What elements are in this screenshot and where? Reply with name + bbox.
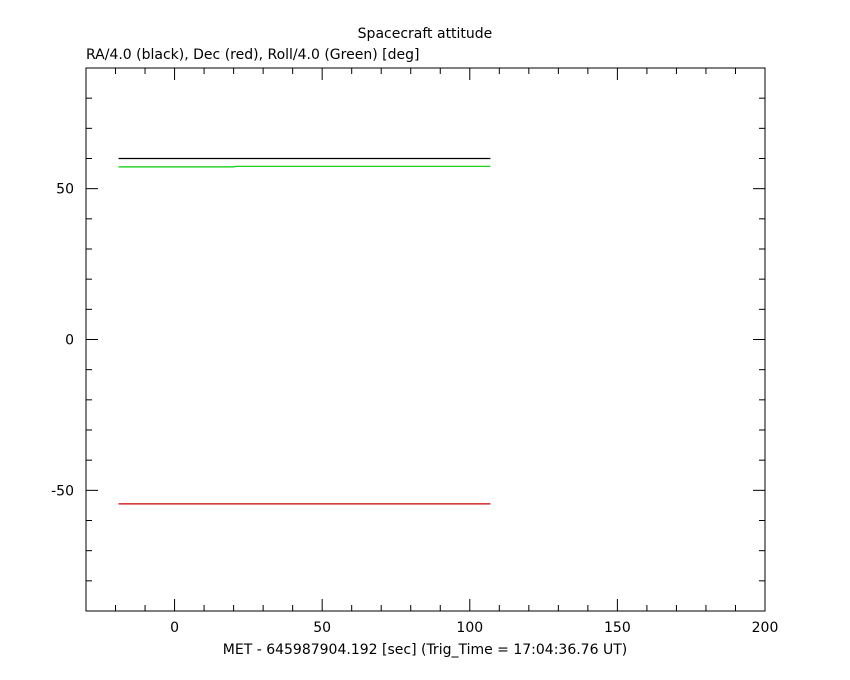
- series-lines: [118, 157, 491, 505]
- chart-subtitle: RA/4.0 (black), Dec (red), Roll/4.0 (Gre…: [86, 47, 419, 63]
- y-tick-label: 50: [56, 182, 74, 198]
- x-axis-label: MET - 645987904.192 [sec] (Trig_Time = 1…: [223, 642, 627, 658]
- x-tick-label: 50: [313, 620, 331, 636]
- x-tick-label: 0: [170, 620, 179, 636]
- tick-labels: 0 50 100 150 200 -50 0 50: [51, 182, 778, 636]
- y-tick-label: 0: [65, 333, 74, 349]
- series-line-1: [118, 165, 491, 168]
- x-tick-label: 200: [752, 620, 779, 636]
- axis-ticks: [86, 68, 766, 611]
- x-tick-label: 150: [604, 620, 631, 636]
- chart-title: Spacecraft attitude: [358, 26, 493, 42]
- x-tick-label: 100: [456, 620, 483, 636]
- y-tick-label: -50: [51, 483, 74, 499]
- plot-frame: [85, 67, 766, 612]
